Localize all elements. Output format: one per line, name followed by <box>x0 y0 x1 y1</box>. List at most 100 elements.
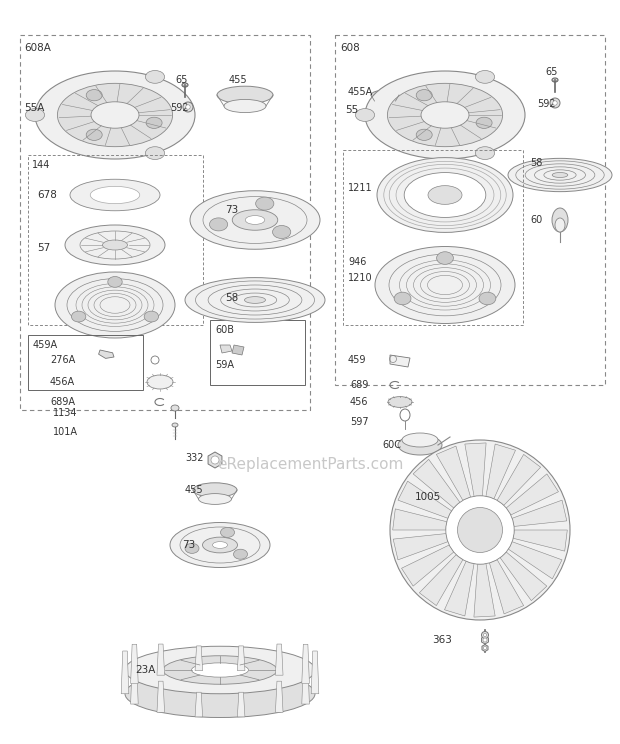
Text: 65: 65 <box>175 75 187 85</box>
Ellipse shape <box>203 537 237 553</box>
Polygon shape <box>513 530 567 551</box>
Ellipse shape <box>102 240 128 250</box>
Polygon shape <box>436 446 471 501</box>
Ellipse shape <box>146 147 164 159</box>
Ellipse shape <box>394 292 411 305</box>
Polygon shape <box>486 444 515 498</box>
Ellipse shape <box>416 89 432 100</box>
Ellipse shape <box>25 109 45 121</box>
Ellipse shape <box>91 102 139 128</box>
Ellipse shape <box>388 397 412 408</box>
Ellipse shape <box>371 90 399 100</box>
Bar <box>28 155 203 325</box>
Ellipse shape <box>388 83 503 147</box>
Ellipse shape <box>185 278 325 322</box>
Text: 455: 455 <box>229 75 247 85</box>
Text: 459: 459 <box>348 355 366 365</box>
Ellipse shape <box>185 543 199 554</box>
Circle shape <box>482 632 489 638</box>
Ellipse shape <box>448 498 512 562</box>
Text: 101A: 101A <box>53 427 78 437</box>
Text: 60C: 60C <box>382 440 401 450</box>
Ellipse shape <box>246 216 265 225</box>
Bar <box>343 150 523 325</box>
Ellipse shape <box>144 311 159 322</box>
Ellipse shape <box>421 102 469 128</box>
Polygon shape <box>157 644 164 676</box>
Circle shape <box>484 633 487 637</box>
Ellipse shape <box>91 186 140 204</box>
Ellipse shape <box>125 670 315 717</box>
Ellipse shape <box>377 158 513 232</box>
Polygon shape <box>419 554 463 606</box>
Ellipse shape <box>65 225 165 265</box>
Ellipse shape <box>190 190 320 249</box>
Text: 363: 363 <box>432 635 452 645</box>
Text: eReplacementParts.com: eReplacementParts.com <box>217 458 403 472</box>
Text: 1134: 1134 <box>53 408 78 418</box>
Text: 456: 456 <box>350 397 368 407</box>
Polygon shape <box>506 474 559 515</box>
Bar <box>28 335 143 390</box>
Polygon shape <box>220 345 232 353</box>
Polygon shape <box>474 564 495 617</box>
Polygon shape <box>392 509 447 530</box>
Text: 608: 608 <box>340 43 360 53</box>
Bar <box>20 35 310 410</box>
Ellipse shape <box>146 118 162 129</box>
Ellipse shape <box>255 197 274 210</box>
Ellipse shape <box>273 225 291 239</box>
Polygon shape <box>512 500 567 527</box>
Ellipse shape <box>436 251 453 264</box>
Polygon shape <box>131 665 138 704</box>
Ellipse shape <box>221 527 234 537</box>
Ellipse shape <box>35 71 195 159</box>
Text: 689A: 689A <box>50 397 75 407</box>
Text: 946: 946 <box>348 257 366 267</box>
Polygon shape <box>131 644 138 684</box>
Ellipse shape <box>171 405 179 411</box>
Ellipse shape <box>70 179 160 211</box>
Bar <box>335 35 605 385</box>
Text: 459A: 459A <box>33 340 58 350</box>
Polygon shape <box>500 552 547 600</box>
Polygon shape <box>275 682 283 712</box>
Bar <box>405 255 423 269</box>
Text: 23A: 23A <box>135 665 156 675</box>
Ellipse shape <box>244 297 265 304</box>
Polygon shape <box>99 350 114 359</box>
Ellipse shape <box>375 246 515 324</box>
Polygon shape <box>208 452 222 468</box>
Ellipse shape <box>170 522 270 568</box>
Ellipse shape <box>125 647 315 693</box>
Text: 456A: 456A <box>50 377 75 387</box>
Polygon shape <box>402 545 454 586</box>
Polygon shape <box>311 651 319 693</box>
Ellipse shape <box>446 496 514 564</box>
Polygon shape <box>445 561 474 616</box>
Ellipse shape <box>428 186 462 205</box>
Polygon shape <box>398 481 451 519</box>
Ellipse shape <box>163 655 277 684</box>
Ellipse shape <box>404 173 486 217</box>
Polygon shape <box>413 459 460 508</box>
Text: 1211: 1211 <box>348 183 373 193</box>
Ellipse shape <box>508 158 612 192</box>
Circle shape <box>183 102 193 112</box>
Ellipse shape <box>71 311 86 322</box>
Text: 592: 592 <box>537 99 556 109</box>
Text: 455: 455 <box>185 485 203 495</box>
Circle shape <box>211 456 219 464</box>
Text: 59A: 59A <box>215 360 234 370</box>
Text: 1210: 1210 <box>348 273 373 283</box>
Bar <box>210 320 305 385</box>
Polygon shape <box>237 692 245 717</box>
Text: 332: 332 <box>185 453 203 463</box>
Polygon shape <box>482 644 488 652</box>
Polygon shape <box>275 644 283 676</box>
Polygon shape <box>195 692 203 717</box>
Ellipse shape <box>390 440 570 620</box>
Text: 608A: 608A <box>24 43 51 53</box>
Ellipse shape <box>476 147 495 159</box>
Ellipse shape <box>210 218 228 231</box>
